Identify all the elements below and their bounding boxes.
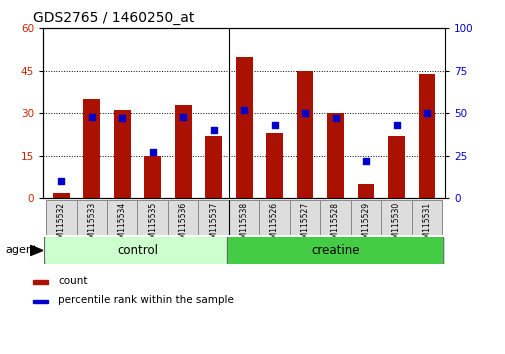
Text: GSM115527: GSM115527 [300,202,309,248]
Bar [327,113,343,198]
Point [361,158,369,164]
Text: GSM115526: GSM115526 [270,202,279,248]
Point [87,114,95,120]
Bar [228,200,259,235]
Point [148,149,157,155]
Bar [168,200,198,235]
Bar [411,200,441,235]
Text: agent: agent [5,245,37,256]
Text: GSM115529: GSM115529 [361,202,370,248]
Point [331,115,339,121]
Text: control: control [117,244,158,257]
Text: percentile rank within the sample: percentile rank within the sample [58,295,234,305]
Bar [76,200,107,235]
Bar [137,200,168,235]
Point [300,110,309,116]
Point [422,110,430,116]
Text: count: count [58,276,87,286]
Bar [259,200,289,235]
Bar [198,200,228,235]
Text: creatine: creatine [311,244,359,257]
Bar [114,110,130,198]
Bar [387,136,404,198]
Text: GSM115535: GSM115535 [148,202,157,248]
Bar [144,156,161,198]
Bar [83,99,100,198]
Text: GDS2765 / 1460250_at: GDS2765 / 1460250_at [33,11,194,25]
Bar [46,200,76,235]
Bar [205,136,222,198]
Bar [418,74,434,198]
Point [118,115,126,121]
Point [209,127,217,133]
Bar [33,299,48,303]
Bar [235,57,252,198]
Point [270,122,278,128]
FancyBboxPatch shape [227,236,443,265]
Bar [107,200,137,235]
Bar [266,133,282,198]
Bar [357,184,374,198]
Point [179,114,187,120]
Bar [53,193,70,198]
Bar [289,200,320,235]
Text: GSM115537: GSM115537 [209,202,218,248]
Point [240,107,248,113]
FancyBboxPatch shape [44,236,230,265]
Text: GSM115538: GSM115538 [239,202,248,248]
Bar [320,200,350,235]
Bar [381,200,411,235]
Text: GSM115532: GSM115532 [57,202,66,248]
Point [392,122,400,128]
Bar [174,105,191,198]
Text: GSM115536: GSM115536 [178,202,187,248]
Text: GSM115528: GSM115528 [330,202,339,248]
Bar [296,71,313,198]
Text: GSM115530: GSM115530 [391,202,400,248]
Polygon shape [30,245,43,256]
Point [57,178,65,184]
Text: GSM115533: GSM115533 [87,202,96,248]
Bar [33,280,48,284]
Bar [350,200,381,235]
Text: GSM115531: GSM115531 [422,202,431,248]
Text: GSM115534: GSM115534 [118,202,126,248]
